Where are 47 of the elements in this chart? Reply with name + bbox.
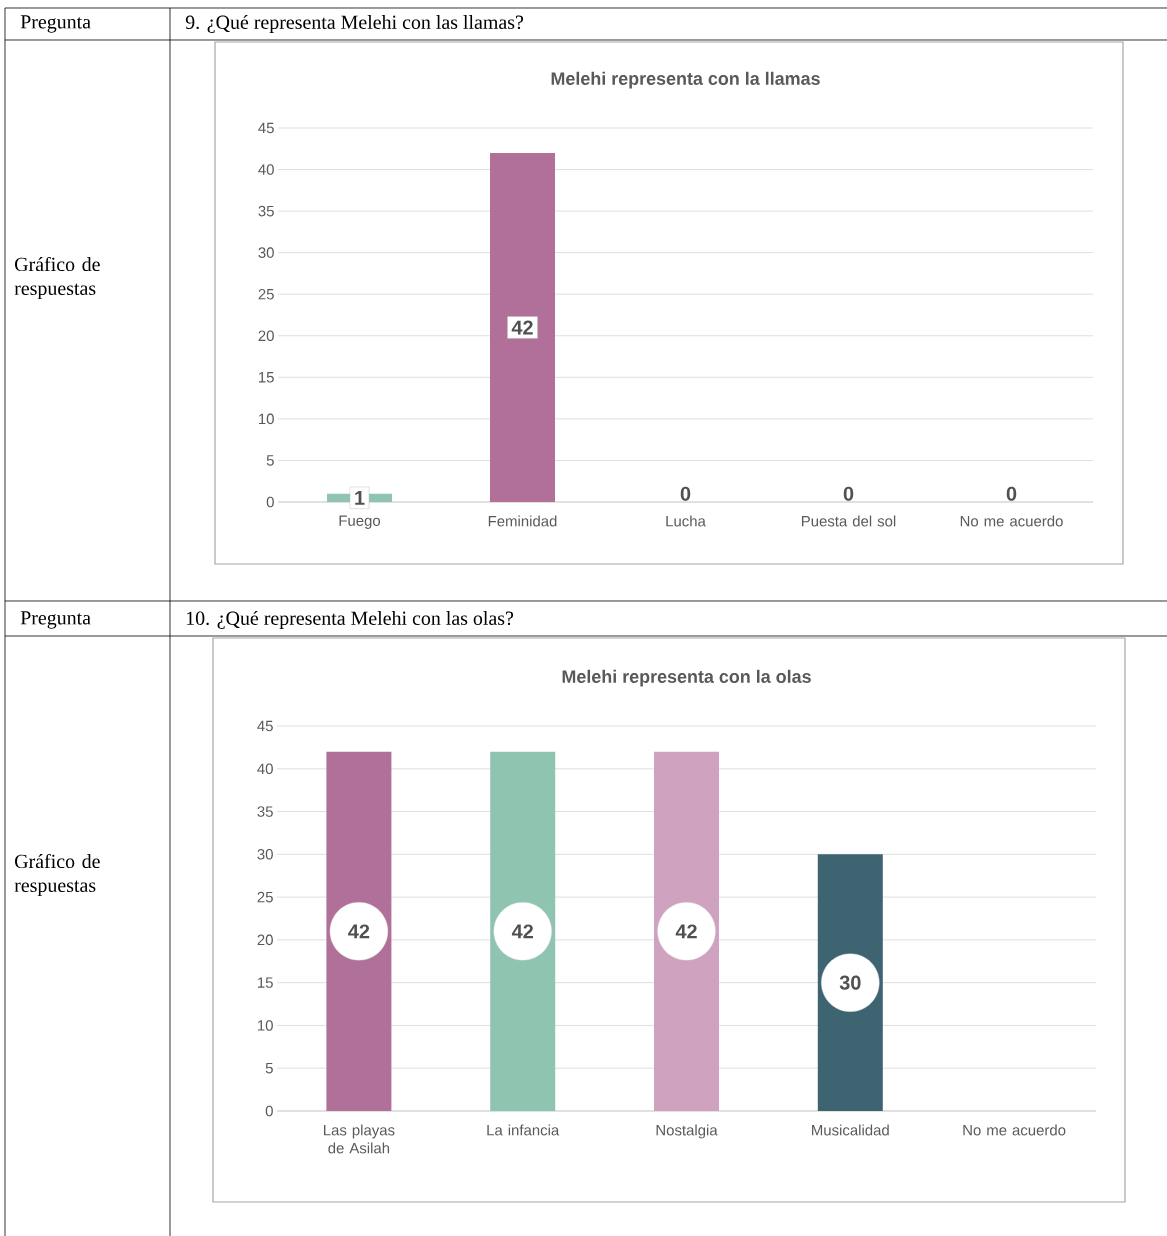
y-tick-label: 35 <box>257 806 273 817</box>
data-label: 42 <box>348 924 370 939</box>
x-tick-label: Puesta del sol <box>801 515 896 527</box>
data-label: 42 <box>511 924 533 939</box>
y-tick-label: 5 <box>266 455 274 466</box>
y-tick-label: 40 <box>257 763 273 775</box>
chart-title: Melehi representa con la llamas <box>551 71 820 89</box>
y-tick-label: 20 <box>258 330 274 342</box>
y-tick-label: 25 <box>258 288 274 300</box>
y-tick-label: 45 <box>258 122 274 134</box>
x-tick-label: Feminidad <box>488 515 557 527</box>
data-label: 42 <box>675 924 697 939</box>
chart-title: Melehi representa con la olas <box>562 669 811 687</box>
y-tick-label: 30 <box>257 849 273 860</box>
text: 9. ¿Qué representa Melehi con las llamas? <box>185 14 524 34</box>
y-tick-label: 10 <box>258 1020 273 1031</box>
y-tick-label: 5 <box>265 1063 273 1074</box>
y-tick-label: 40 <box>258 164 274 175</box>
x-tick-label: La infancia <box>487 1124 560 1136</box>
x-tick-label: Nostalgia <box>656 1124 718 1139</box>
data-label: 1 <box>355 490 365 505</box>
y-tick-label: 35 <box>258 205 274 217</box>
text: Gráfico de respuestas <box>14 853 100 897</box>
x-tick-label: Las playas de Asilah <box>323 1124 395 1154</box>
text: Gráfico de respuestas <box>14 256 100 300</box>
y-tick-label: 25 <box>257 891 273 903</box>
data-label: 0 <box>843 486 854 501</box>
text: Pregunta <box>20 611 91 629</box>
y-tick-label: 15 <box>258 977 273 988</box>
data-label: 42 <box>511 320 533 335</box>
data-label: 0 <box>1006 486 1017 501</box>
x-tick-label: Lucha <box>666 515 706 527</box>
text: Pregunta <box>20 15 91 33</box>
y-tick-label: 45 <box>257 720 273 732</box>
y-tick-label: 30 <box>258 247 274 258</box>
data-label: 0 <box>680 486 691 501</box>
y-tick-label: 0 <box>266 496 274 508</box>
x-tick-label: No me acuerdo <box>963 1124 1066 1136</box>
y-tick-label: 15 <box>259 372 274 383</box>
data-label: 30 <box>839 975 861 990</box>
text: 10. ¿Qué representa Melehi con las olas? <box>186 610 514 630</box>
x-tick-label: Musicalidad <box>812 1124 889 1136</box>
y-tick-label: 20 <box>257 934 273 946</box>
x-tick-label: Fuego <box>339 515 381 529</box>
y-tick-label: 0 <box>265 1105 273 1117</box>
x-tick-label: No me acuerdo <box>960 515 1063 527</box>
y-tick-label: 10 <box>259 413 274 425</box>
